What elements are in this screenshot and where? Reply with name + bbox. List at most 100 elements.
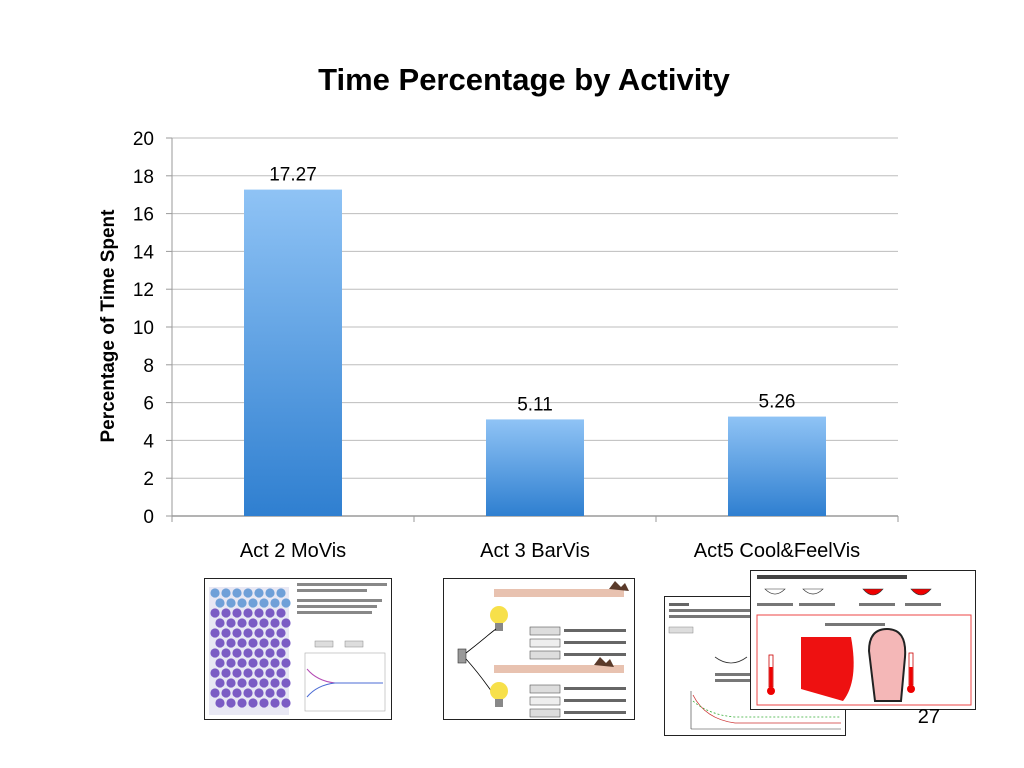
bar-chart: 0 2 4 6 8 10 12 14 16 18 20 17.27 5.11 5.26 Act 2 Mo… (98, 129, 899, 562)
molecule (259, 598, 269, 608)
molecule (248, 598, 258, 608)
data-label: 5.26 (759, 392, 796, 413)
molecule (210, 608, 220, 618)
y-tick-labels: 0 2 4 6 8 10 12 14 16 18 20 (133, 129, 155, 528)
data-labels: 17.27 5.11 5.26 (269, 165, 795, 416)
molecule (221, 608, 231, 618)
molecule (215, 678, 225, 688)
molecule (232, 628, 242, 638)
y-tick-label: 16 (133, 205, 154, 226)
bar (728, 416, 826, 516)
molecule (281, 638, 291, 648)
molecule (276, 688, 286, 698)
molecule (265, 608, 275, 618)
molecule (248, 638, 258, 648)
molecule (237, 638, 247, 648)
molecule (254, 668, 264, 678)
molecule (237, 698, 247, 708)
molecule (248, 618, 258, 628)
molecule (226, 598, 236, 608)
molecule (237, 678, 247, 688)
molecule (210, 648, 220, 658)
molecule (215, 598, 225, 608)
molecule (215, 638, 225, 648)
molecule (221, 588, 231, 598)
molecule-simulation-screenshot (204, 578, 392, 720)
y-tick-label: 12 (133, 280, 154, 301)
category-label: Act 2 MoVis (240, 540, 346, 562)
touch-feel-thermometer-screenshot (750, 570, 976, 710)
molecule (226, 678, 236, 688)
molecule (265, 588, 275, 598)
molecule (221, 628, 231, 638)
molecule (265, 668, 275, 678)
molecule (243, 688, 253, 698)
molecule (270, 698, 280, 708)
molecule (259, 658, 269, 668)
molecule (254, 628, 264, 638)
bars (244, 189, 826, 517)
molecule (248, 678, 258, 688)
molecule (270, 638, 280, 648)
category-labels: Act 2 MoVis Act 3 BarVis Act5 Cool&FeelVis (240, 540, 860, 562)
data-label: 5.11 (517, 394, 553, 415)
molecule (232, 608, 242, 618)
molecule (265, 648, 275, 658)
molecule (243, 588, 253, 598)
heat-conduction-bulb-screenshot (443, 578, 635, 720)
molecule (276, 668, 286, 678)
molecule (254, 648, 264, 658)
molecule (248, 658, 258, 668)
molecule (215, 698, 225, 708)
molecule (243, 608, 253, 618)
molecule (221, 688, 231, 698)
molecule (281, 618, 291, 628)
molecule (276, 608, 286, 618)
molecule (276, 648, 286, 658)
molecule (281, 658, 291, 668)
molecule (254, 608, 264, 618)
molecule (248, 698, 258, 708)
y-tick-label: 0 (143, 507, 154, 528)
y-tick-label: 14 (133, 242, 155, 263)
y-tick-label: 2 (143, 469, 154, 490)
molecule (221, 648, 231, 658)
molecule (226, 658, 236, 668)
page-number: 27 (917, 706, 940, 728)
data-label: 17.27 (269, 165, 317, 186)
molecule (226, 618, 236, 628)
molecule (237, 598, 247, 608)
molecule (232, 688, 242, 698)
molecule (265, 688, 275, 698)
slide-title: Time Percentage by Activity (318, 62, 730, 97)
molecule (215, 658, 225, 668)
molecule (281, 698, 291, 708)
molecule (254, 688, 264, 698)
molecule (270, 658, 280, 668)
molecule (276, 628, 286, 638)
molecule (237, 658, 247, 668)
molecule (276, 588, 286, 598)
molecule (270, 618, 280, 628)
molecule (259, 698, 269, 708)
y-tick-label: 10 (133, 318, 154, 339)
molecule (243, 628, 253, 638)
molecule (259, 638, 269, 648)
molecule (221, 668, 231, 678)
molecule (232, 588, 242, 598)
molecule (215, 618, 225, 628)
molecule (259, 618, 269, 628)
bar (244, 189, 342, 517)
molecule (226, 638, 236, 648)
molecule (270, 598, 280, 608)
molecule (237, 618, 247, 628)
y-tick-label: 18 (133, 167, 154, 188)
molecule (259, 678, 269, 688)
molecule (254, 588, 264, 598)
molecule (270, 678, 280, 688)
molecule (210, 628, 220, 638)
category-label: Act 3 BarVis (480, 540, 590, 562)
molecule (243, 648, 253, 658)
molecule (210, 668, 220, 678)
y-tick-label: 8 (143, 356, 154, 377)
